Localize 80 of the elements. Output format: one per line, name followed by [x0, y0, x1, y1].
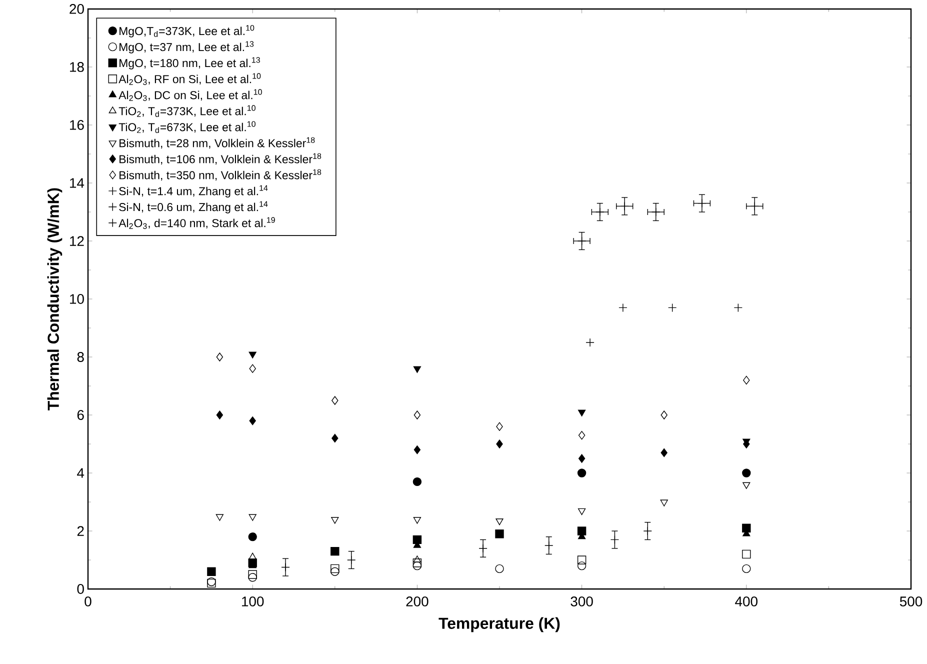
point [577, 468, 586, 478]
x-tick-label: 100 [242, 596, 264, 606]
legend-label: TiO$_{2}$, T$_{d}$=673K, Lee et al.$^{10}$ [118, 121, 256, 133]
point [413, 556, 422, 562]
y-axis-title: Thermal Conductivity (W/mK) [47, 188, 62, 410]
point [412, 561, 422, 570]
point [332, 434, 338, 443]
point [660, 448, 668, 458]
point [742, 482, 750, 489]
legend-label: Bismuth, t=350 nm, Volklein & Kessler$^{18}$ [120, 169, 322, 181]
legend-label: Si-N, t=1.4 um, Zhang et al.$^{14}$ [119, 185, 268, 198]
x-tick-label: 400 [735, 596, 758, 606]
point [412, 558, 422, 568]
point [249, 416, 256, 426]
legend-label: Al$_{2}$O$_{3}$, DC on Si, Lee et al.$^{10}$ [118, 89, 262, 101]
legend-label: TiO$_{2}$, T$_{d}$=373K, Lee et al.$^{10}$ [118, 105, 256, 117]
point [414, 445, 421, 454]
point [331, 517, 339, 524]
point [742, 550, 751, 559]
point [413, 517, 422, 524]
point [578, 508, 586, 516]
point [496, 422, 503, 431]
point [577, 526, 586, 536]
point [330, 564, 340, 574]
point [412, 477, 422, 486]
legend-label: Si-N, t=0.6 um, Zhang et al.$^{14}$ [119, 201, 268, 214]
point [249, 364, 256, 373]
y-tick-label: 20 [70, 4, 84, 14]
point [578, 410, 586, 416]
legend-label: MgO,T$_{d}$=373K, Lee et al.$^{10}$ [120, 25, 254, 38]
point [413, 366, 422, 373]
y-tick-label: 8 [77, 352, 84, 362]
legend-label: Al$_{2}$O$_{3}$, d=140 nm, Stark et al.$^{19}$ [118, 217, 275, 229]
point [248, 532, 257, 542]
y-tick-label: 12 [70, 236, 84, 246]
point [216, 410, 224, 420]
point [248, 514, 256, 521]
point [216, 514, 224, 521]
point [743, 376, 750, 385]
legend-label: MgO, t=180 nm, Lee et al.$^{13}$ [120, 57, 260, 70]
legend-label: MgO, t=37 nm, Lee et al.$^{13}$ [120, 41, 254, 54]
x-tick-label: 200 [406, 596, 428, 606]
point [248, 552, 256, 560]
y-tick-label: 18 [70, 62, 84, 72]
point [578, 430, 586, 440]
point [496, 440, 503, 448]
x-tick-label: 500 [900, 596, 922, 606]
point [495, 564, 504, 574]
y-tick-label: 6 [77, 410, 84, 420]
point [577, 561, 586, 570]
y-tick-label: 10 [70, 294, 84, 304]
point [216, 352, 224, 362]
point [496, 518, 504, 526]
point [578, 454, 586, 463]
y-tick-label: 14 [70, 178, 84, 188]
point [742, 468, 751, 478]
legend-label: Bismuth, t=28 nm, Volklein & Kessler$^{18}$ [120, 137, 315, 149]
point [332, 396, 338, 405]
y-tick-label: 4 [77, 468, 84, 478]
point [577, 556, 586, 564]
point [742, 564, 751, 574]
legend-label: Bismuth, t=106 nm, Volklein & Kessler$^{18}$ [120, 153, 322, 165]
y-tick-label: 2 [77, 526, 84, 536]
point [248, 570, 257, 579]
point [495, 530, 504, 538]
y-tick-label: 0 [77, 584, 84, 594]
point [660, 500, 668, 506]
point [330, 567, 340, 576]
point [207, 567, 216, 576]
x-tick-label: 300 [570, 596, 593, 606]
point [742, 524, 751, 532]
y-tick-label: 16 [70, 120, 84, 130]
point [660, 410, 668, 420]
legend-label: Al$_{2}$O$_{3}$, RF on Si, Lee et al.$^{10}$ [118, 73, 261, 85]
point [248, 352, 256, 358]
point [330, 546, 340, 556]
x-axis-title: Temperature (K) [438, 617, 560, 632]
point [414, 410, 421, 420]
point [248, 573, 257, 582]
x-tick-label: 0 [84, 596, 92, 606]
